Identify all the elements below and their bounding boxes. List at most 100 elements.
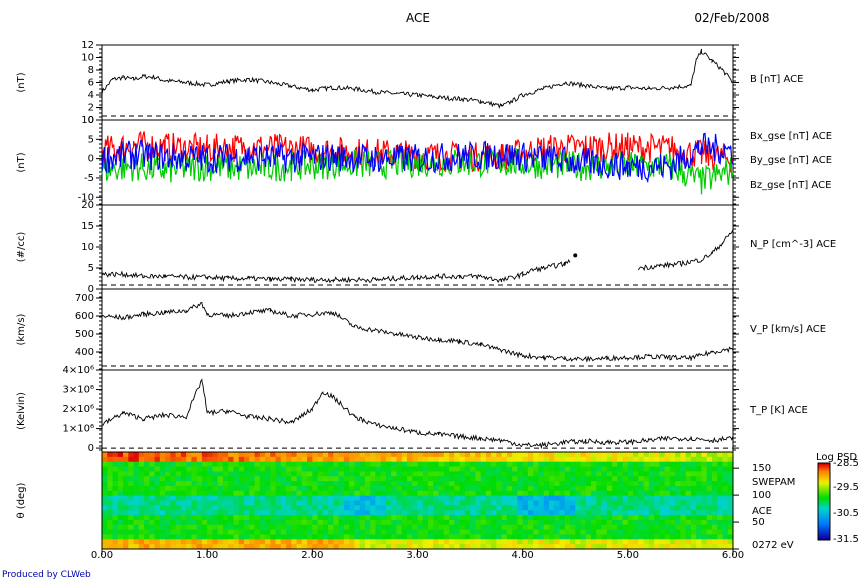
heatmap-cell xyxy=(275,510,282,516)
heatmap-cell xyxy=(417,471,424,477)
heatmap-cell xyxy=(165,461,171,467)
heatmap-cell xyxy=(128,529,134,535)
heatmap-cell xyxy=(491,485,497,492)
heatmap-cell xyxy=(722,505,729,511)
heatmap-cell xyxy=(159,476,166,482)
heatmap-cell xyxy=(569,471,576,477)
heatmap-cell xyxy=(112,456,119,463)
heatmap-cell xyxy=(501,485,508,492)
heatmap-cell xyxy=(128,495,134,501)
heatmap-cell xyxy=(533,529,539,535)
heatmap-cell xyxy=(612,524,618,530)
heatmap-cell xyxy=(102,529,108,535)
heatmap-cell xyxy=(385,495,392,501)
heatmap-cell xyxy=(144,510,150,516)
heatmap-cell xyxy=(265,500,271,506)
heatmap-cell xyxy=(696,510,702,516)
heatmap-cell xyxy=(591,505,597,511)
heatmap-cell xyxy=(633,466,639,472)
heatmap-cell xyxy=(359,500,366,506)
heatmap-cell xyxy=(396,485,403,492)
heatmap-cell xyxy=(491,452,497,458)
heatmap-cell xyxy=(685,495,692,501)
heatmap-cell xyxy=(102,534,108,540)
heatmap-cell xyxy=(564,510,571,516)
heatmap-cell xyxy=(669,539,676,545)
heatmap-cell xyxy=(396,510,403,516)
heatmap-cell xyxy=(596,519,602,526)
heatmap-cell xyxy=(633,539,639,545)
heatmap-cell xyxy=(328,519,334,526)
heatmap-cell xyxy=(233,515,240,521)
heatmap-cell xyxy=(265,452,271,458)
heatmap-cell xyxy=(254,534,261,540)
heatmap-cell xyxy=(480,524,487,530)
heatmap-cell xyxy=(196,529,203,535)
heatmap-cell xyxy=(559,452,566,458)
heatmap-cell xyxy=(659,529,666,535)
heatmap-cell xyxy=(722,544,729,550)
heatmap-cell xyxy=(475,539,481,545)
heatmap-cell xyxy=(659,461,666,467)
heatmap-cell xyxy=(307,515,313,521)
colorbar-label: -31.5 xyxy=(833,534,859,545)
heatmap-cell xyxy=(370,539,376,545)
heatmap-cell xyxy=(296,529,303,535)
panel-1-ytick-label: 0 xyxy=(88,115,94,126)
heatmap-cell xyxy=(585,490,592,497)
heatmap-cell xyxy=(575,519,581,526)
heatmap-cell xyxy=(243,505,250,511)
heatmap-cell xyxy=(370,476,376,482)
heatmap-cell xyxy=(711,471,718,477)
heatmap-cell xyxy=(175,505,182,511)
heatmap-cell xyxy=(417,515,424,521)
heatmap-cell xyxy=(307,505,313,511)
heatmap-cell xyxy=(406,471,413,477)
xtick-label: 4.00 xyxy=(512,550,534,561)
heatmap-cell xyxy=(538,519,545,526)
heatmap-cell xyxy=(343,461,350,467)
heatmap-cell xyxy=(569,495,576,501)
heatmap-cell xyxy=(443,466,450,472)
heatmap-cell xyxy=(180,495,187,501)
heatmap-cell xyxy=(443,452,450,458)
heatmap-cell xyxy=(690,505,697,511)
heatmap-cell xyxy=(343,476,350,482)
heatmap-cell xyxy=(401,476,408,482)
heatmap-cell xyxy=(596,495,602,501)
heatmap-cell xyxy=(238,476,245,482)
colorbar-cell xyxy=(818,518,830,522)
colorbar-label: -30.5 xyxy=(833,508,859,519)
heatmap-cell xyxy=(454,476,460,482)
heatmap-cell xyxy=(564,452,571,458)
heatmap-cell xyxy=(659,515,666,521)
heatmap-cell xyxy=(317,515,324,521)
heatmap-cell xyxy=(664,534,671,540)
heatmap-cell xyxy=(433,529,439,535)
heatmap-cell xyxy=(322,505,329,511)
heatmap-cell xyxy=(396,524,403,530)
heatmap-cell xyxy=(622,476,629,482)
heatmap-cell xyxy=(301,515,308,521)
heatmap-cell xyxy=(364,519,371,526)
heatmap-cell xyxy=(675,456,681,463)
heatmap-cell xyxy=(585,524,592,530)
heatmap-cell xyxy=(601,485,608,492)
heatmap-cell xyxy=(622,471,629,477)
heatmap-cell xyxy=(438,500,445,506)
heatmap-cell xyxy=(654,495,660,501)
panel-2-ytick-label: -5 xyxy=(84,173,94,184)
heatmap-cell xyxy=(123,471,129,477)
heatmap-cell xyxy=(343,510,350,516)
heatmap-cell xyxy=(491,534,497,540)
heatmap-cell xyxy=(380,485,387,492)
heatmap-cell xyxy=(648,505,655,511)
heatmap-cell xyxy=(491,461,497,467)
heatmap-cell xyxy=(186,456,192,463)
heatmap-cell xyxy=(633,481,639,487)
heatmap-cell xyxy=(727,466,734,472)
heatmap-cell xyxy=(280,452,287,458)
heatmap-cell xyxy=(527,452,534,458)
heatmap-cell xyxy=(391,510,397,516)
heatmap-cell xyxy=(575,471,581,477)
